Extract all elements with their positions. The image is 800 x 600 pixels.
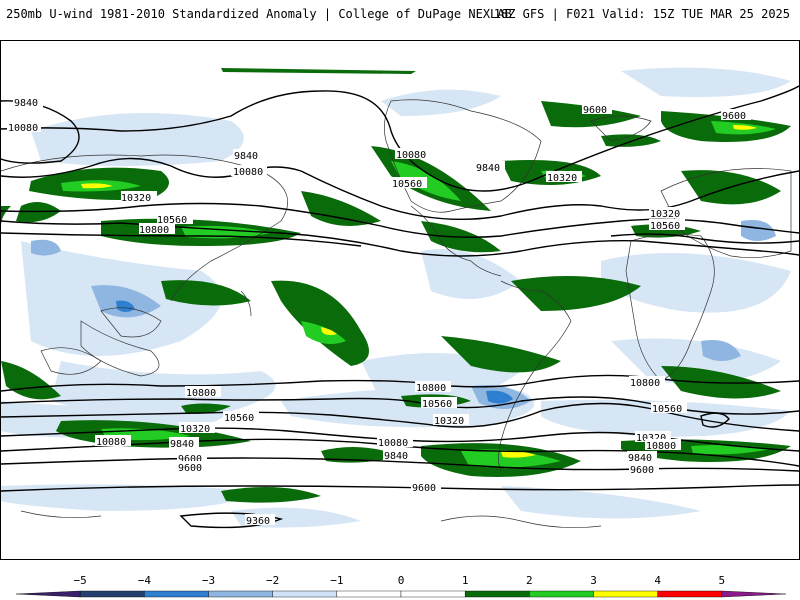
contour-label: 10560	[650, 221, 680, 232]
contour-label: 9360	[246, 516, 270, 527]
map-title: 250mb U-wind 1981-2010 Standardized Anom…	[6, 7, 512, 21]
colorbar-segment	[15, 590, 81, 598]
contour-label: 10560	[224, 413, 254, 424]
colorbar-segment	[721, 590, 787, 598]
contour-label: 10560	[652, 404, 682, 415]
colorbar-tick-label: −2	[266, 574, 279, 587]
colorbar-tick-label: −3	[202, 574, 215, 587]
contour-label: 9600	[412, 483, 436, 494]
colorbar-segment	[657, 590, 723, 598]
colorbar-tick-label: 3	[590, 574, 597, 587]
colorbar-tick-label: 0	[398, 574, 405, 587]
contour-label: 10080	[396, 150, 426, 161]
contour-label: 10560	[392, 179, 422, 190]
contour-label: 9840	[476, 163, 500, 174]
model-valid-time: 18Z GFS | F021 Valid: 15Z TUE MAR 25 202…	[493, 7, 790, 21]
contour-label: 10320	[121, 193, 151, 204]
contour-label: 10800	[139, 225, 169, 236]
coastlines	[1, 99, 792, 528]
contour-label: 10320	[434, 416, 464, 427]
contour-label: 10800	[416, 383, 446, 394]
colorbar-segment	[272, 590, 338, 598]
colorbar-tick-label: −1	[330, 574, 343, 587]
contour-label: 9600	[178, 454, 202, 465]
colorbar-segment	[464, 590, 530, 598]
color-scale-legend: −5 −4 −3 −2 −1 0 1 2 3 4 5	[15, 574, 787, 598]
contour-label: 10320	[547, 173, 577, 184]
contour-label: 9840	[628, 453, 652, 464]
colorbar-segment	[593, 590, 658, 598]
contour-label: 10080	[8, 123, 38, 134]
colorbar-segment	[400, 590, 466, 598]
colorbar-tick-label: −5	[74, 574, 87, 587]
contour-label: 10080	[378, 438, 408, 449]
colorbar-segment	[144, 590, 209, 598]
contour-label: 9600	[583, 105, 607, 116]
contour-label: 9840	[170, 439, 194, 450]
colorbar-tick-labels: −5 −4 −3 −2 −1 0 1 2 3 4 5	[74, 574, 726, 587]
contour-label: 10800	[630, 378, 660, 389]
weather-map: 9840 10080 9840 10080 9600 10320 10560 1…	[1, 67, 799, 529]
contour-label: 10560	[157, 215, 187, 226]
colorbar-tick-label: 4	[654, 574, 661, 587]
colorbar-segments	[15, 590, 787, 598]
contour-label: 9600	[630, 465, 654, 476]
contour-label: 9600	[178, 463, 202, 474]
colorbar-segment	[208, 590, 273, 598]
contour-label: 10320	[180, 424, 210, 435]
contour-label: 9840	[384, 451, 408, 462]
contour-label: 10800	[186, 388, 216, 399]
colorbar-segment	[336, 590, 402, 598]
positive-anomaly-yellow	[81, 125, 757, 458]
contour-label: 10320	[650, 209, 680, 220]
colorbar-tick-label: 1	[462, 574, 469, 587]
colorbar-segment	[529, 590, 594, 598]
map-panel: 9840 10080 9840 10080 9600 10320 10560 1…	[0, 40, 800, 560]
contour-label: 9840	[14, 98, 38, 109]
contour-label: 10080	[96, 437, 126, 448]
colorbar-tick-label: −4	[138, 574, 152, 587]
contour-labels: 9840 10080 9840 10080 9600 10320 10560 1…	[7, 96, 751, 527]
contour-label: 9840	[234, 151, 258, 162]
contour-label: 9600	[722, 111, 746, 122]
contour-label: 10080	[233, 167, 263, 178]
negative-anomaly-dark	[116, 300, 513, 404]
contour-label: 10320	[636, 433, 666, 444]
colorbar-tick-label: 5	[719, 574, 726, 587]
colorbar-tick-label: 2	[526, 574, 533, 587]
contour-label: 10560	[422, 399, 452, 410]
colorbar-segment	[79, 590, 145, 598]
contour-label: 10800	[646, 441, 676, 452]
